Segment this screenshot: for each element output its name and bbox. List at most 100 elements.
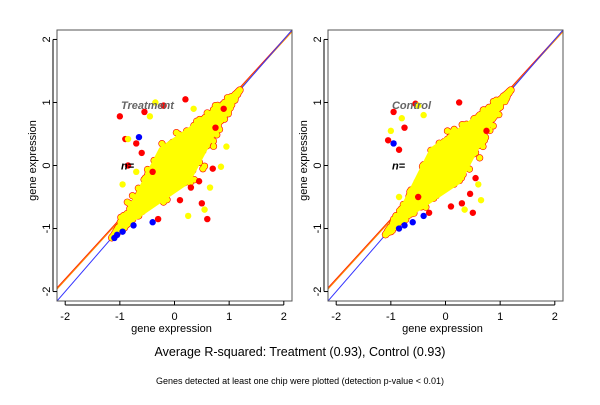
data-point-yellow bbox=[395, 193, 403, 201]
data-point-red bbox=[458, 200, 466, 207]
sub-caption: Genes detected at least one chip were pl… bbox=[156, 376, 444, 386]
data-point-blue bbox=[409, 219, 416, 226]
data-point-blue bbox=[420, 212, 427, 220]
data-point-blue bbox=[395, 225, 403, 232]
x-tick-label: 2 bbox=[552, 311, 558, 323]
x-tick-label: -2 bbox=[60, 311, 70, 323]
data-point-red bbox=[124, 162, 132, 169]
y-tick-label: 1 bbox=[312, 99, 324, 105]
data-point-blue bbox=[135, 133, 143, 141]
x-tick-label: 0 bbox=[442, 311, 448, 323]
dense-cloud bbox=[388, 93, 509, 232]
data-point-yellow bbox=[206, 184, 214, 191]
data-point-red bbox=[220, 105, 227, 112]
data-point-yellow bbox=[414, 102, 422, 109]
x-tick-label: -2 bbox=[331, 311, 341, 323]
data-point-red bbox=[160, 102, 167, 109]
data-point-red bbox=[204, 215, 211, 223]
data-point-yellow bbox=[124, 135, 132, 143]
main-caption: Average R-squared: Treatment (0.93), Con… bbox=[155, 345, 446, 359]
data-point-yellow bbox=[382, 231, 389, 238]
data-point-red bbox=[390, 108, 397, 116]
data-point-blue bbox=[401, 222, 408, 229]
x-tick-label: 2 bbox=[281, 311, 287, 323]
data-point-yellow bbox=[507, 87, 514, 94]
data-point-blue bbox=[130, 222, 137, 229]
plot-area bbox=[328, 30, 563, 301]
n-label: n= bbox=[121, 161, 135, 173]
data-point-yellow bbox=[152, 99, 159, 106]
data-point-yellow bbox=[184, 212, 192, 220]
data-point-yellow bbox=[124, 199, 131, 206]
y-tick-label: 1 bbox=[41, 99, 53, 105]
data-point-yellow bbox=[477, 196, 485, 204]
data-point-yellow bbox=[190, 105, 197, 112]
data-point-blue bbox=[113, 231, 121, 239]
data-point-blue bbox=[390, 140, 397, 147]
x-axis-label: gene expression bbox=[131, 323, 212, 335]
data-point-yellow bbox=[201, 206, 208, 213]
data-point-red bbox=[469, 209, 477, 216]
data-point-blue bbox=[149, 219, 156, 226]
panel-label: Treatment bbox=[121, 100, 175, 112]
data-point-yellow bbox=[223, 143, 230, 150]
y-tick-label: 2 bbox=[41, 36, 53, 42]
x-tick-label: -1 bbox=[386, 311, 396, 323]
y-tick-label: -1 bbox=[41, 224, 53, 234]
data-point-red bbox=[133, 140, 140, 147]
data-point-red bbox=[141, 108, 148, 116]
data-point-red bbox=[182, 96, 189, 103]
data-point-red bbox=[483, 127, 490, 135]
data-point-yellow bbox=[398, 115, 405, 122]
data-point-red bbox=[401, 124, 408, 131]
data-point-yellow bbox=[199, 165, 206, 172]
data-point-red bbox=[138, 149, 145, 157]
plot-area bbox=[57, 30, 292, 301]
data-point-red bbox=[414, 193, 422, 201]
y-tick-label: -2 bbox=[312, 287, 324, 297]
data-point-yellow bbox=[173, 129, 180, 136]
x-axis-label: gene expression bbox=[402, 323, 483, 335]
data-point-red bbox=[384, 137, 392, 144]
data-point-blue bbox=[119, 228, 126, 235]
data-point-red bbox=[472, 174, 479, 182]
x-tick-label: 0 bbox=[171, 311, 177, 323]
data-point-red bbox=[447, 203, 455, 210]
data-point-red bbox=[395, 146, 403, 153]
x-tick-label: -1 bbox=[115, 311, 125, 323]
scatter-panel-treatment: Treatment n= -2 -1 0 1 2 gene expression -2 -1 0 1 2… bbox=[27, 29, 293, 335]
dense-cloud bbox=[114, 93, 238, 235]
y-tick-label: 0 bbox=[312, 162, 324, 168]
data-point-red bbox=[425, 209, 433, 216]
data-point-yellow bbox=[476, 154, 483, 161]
data-point-red bbox=[195, 178, 203, 185]
data-point-yellow bbox=[420, 111, 427, 119]
data-point-red bbox=[149, 168, 156, 176]
data-point-yellow bbox=[210, 143, 217, 150]
data-point-red bbox=[176, 196, 184, 204]
data-point-red bbox=[466, 190, 474, 198]
data-point-red bbox=[187, 184, 195, 191]
data-point-red bbox=[198, 200, 206, 207]
y-tick-label: 2 bbox=[312, 36, 324, 42]
data-point-yellow bbox=[133, 168, 140, 176]
data-point-red bbox=[116, 113, 124, 120]
y-axis-label: gene expression bbox=[27, 120, 39, 201]
y-tick-label: 0 bbox=[41, 162, 53, 168]
scatter-panel-control: Control n= -2 -1 0 1 2 gene expression -2 -1 0 1 2 ge… bbox=[298, 29, 564, 335]
n-label: n= bbox=[392, 161, 406, 173]
data-point-red bbox=[212, 124, 219, 131]
data-point-yellow bbox=[444, 127, 451, 134]
x-tick-label: 1 bbox=[226, 311, 232, 323]
data-point-yellow bbox=[146, 113, 154, 120]
y-axis-label: gene expression bbox=[298, 120, 310, 201]
data-point-red bbox=[154, 215, 162, 223]
data-point-yellow bbox=[387, 127, 395, 135]
data-point-yellow bbox=[217, 163, 225, 170]
data-point-yellow bbox=[461, 206, 468, 213]
data-point-yellow bbox=[119, 181, 126, 188]
y-tick-label: -1 bbox=[312, 224, 324, 234]
y-tick-label: -2 bbox=[41, 287, 53, 297]
data-point-red bbox=[455, 99, 463, 106]
